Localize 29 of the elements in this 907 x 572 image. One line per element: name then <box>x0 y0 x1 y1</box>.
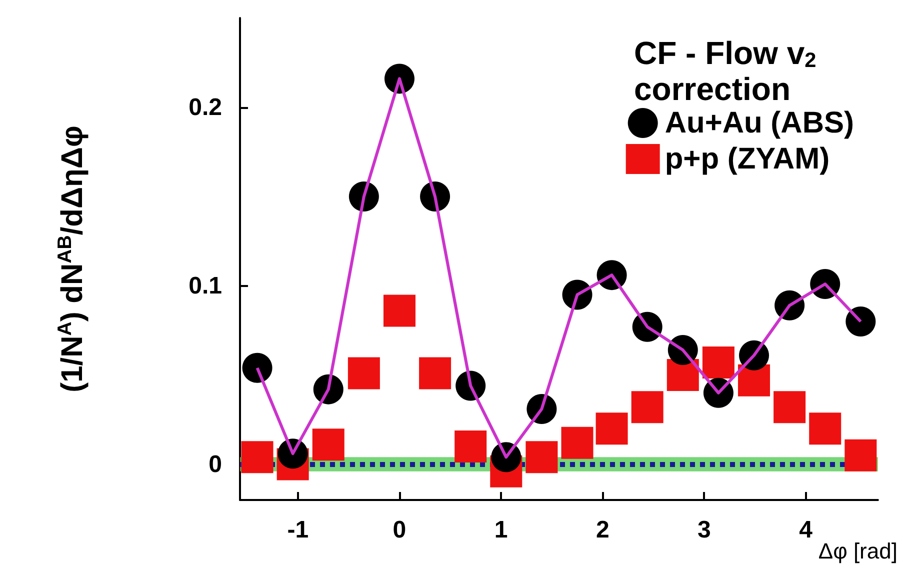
point <box>774 391 806 424</box>
point <box>844 439 877 472</box>
y-tick-label: 0 <box>208 450 222 478</box>
point <box>419 357 452 390</box>
point <box>454 430 487 462</box>
point <box>702 346 734 379</box>
x-axis-title: Δφ [rad] <box>818 538 898 564</box>
x-tick-label: 2 <box>596 516 610 544</box>
point <box>383 294 416 327</box>
point <box>561 426 594 459</box>
point <box>241 441 274 474</box>
point <box>809 412 842 445</box>
x-tick-label: -1 <box>287 516 309 544</box>
x-tick-label: 3 <box>698 516 711 544</box>
point <box>526 441 558 474</box>
point <box>242 352 272 383</box>
x-tick-label: 4 <box>799 516 814 544</box>
point <box>846 306 876 336</box>
y-axis-title: (1/NA) dNAB/dΔηΔφ <box>54 126 89 392</box>
point <box>596 412 628 445</box>
y-tick-label: 0.1 <box>188 272 222 300</box>
legend-label: p+p (ZYAM) <box>664 142 830 176</box>
x-tick-label: 0 <box>392 516 406 544</box>
point <box>312 428 344 461</box>
point <box>348 357 380 390</box>
point <box>631 391 664 424</box>
y-tick-label: 0.2 <box>188 94 222 121</box>
legend-label: Au+Au (ABS) <box>664 106 854 140</box>
x-tick-label: 1 <box>494 516 508 544</box>
